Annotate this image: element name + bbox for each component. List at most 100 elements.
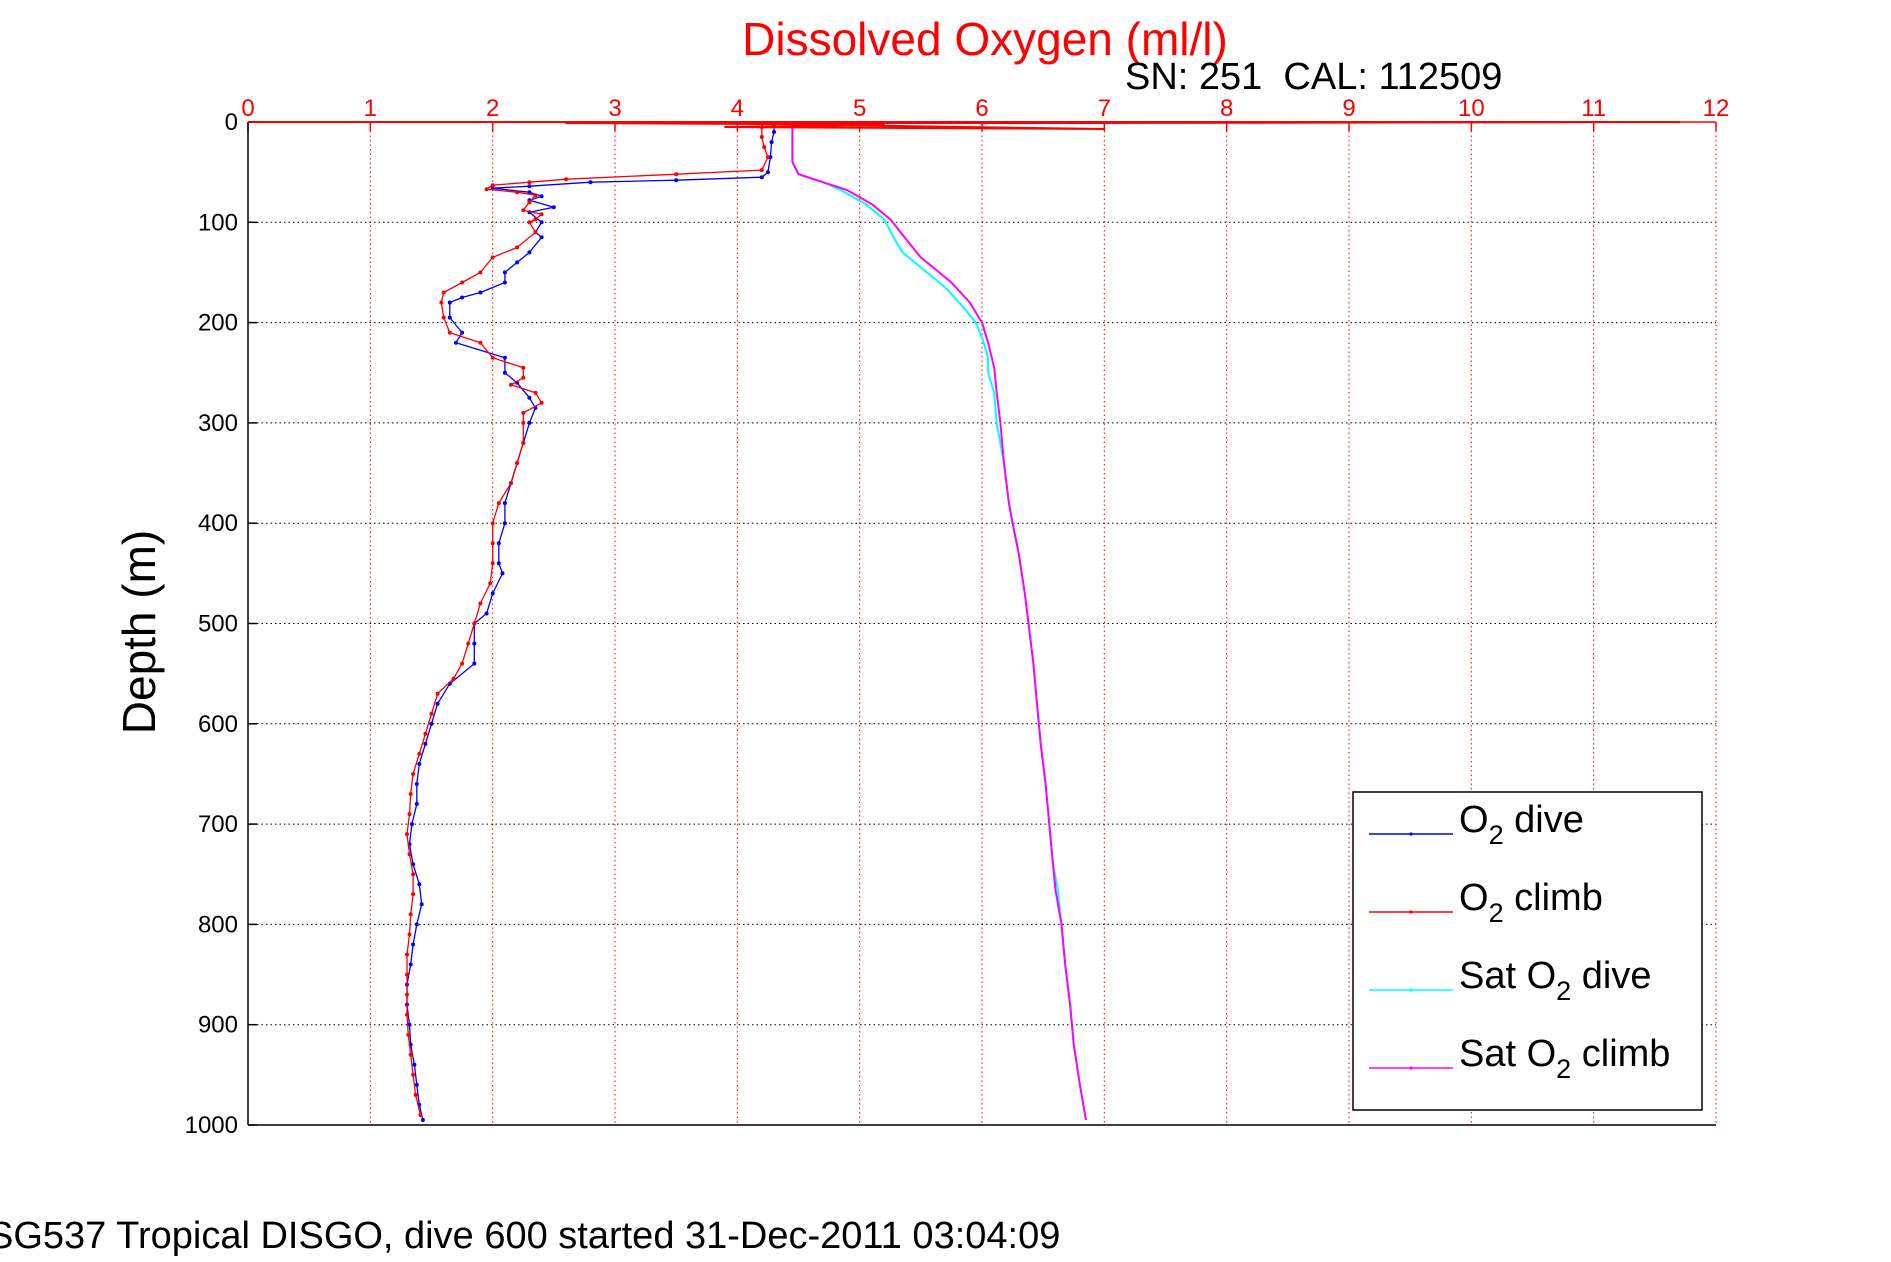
data-point-o2-dive bbox=[472, 641, 477, 646]
data-point-o2-dive bbox=[527, 395, 532, 400]
x-tick-label: 12 bbox=[1703, 95, 1730, 122]
data-point-o2-dive bbox=[772, 130, 776, 134]
y-tick-label: 100 bbox=[198, 209, 238, 236]
chart-title: Dissolved Oxygen (ml/l) bbox=[742, 13, 1228, 65]
data-point-o2-climb bbox=[759, 135, 764, 139]
x-tick-label: 11 bbox=[1581, 95, 1606, 122]
data-point-o2-dive bbox=[429, 721, 434, 726]
data-point-o2-climb bbox=[429, 711, 434, 716]
data-point-o2-climb bbox=[509, 481, 513, 486]
data-point-o2-dive bbox=[759, 175, 764, 180]
data-point-o2-dive bbox=[420, 1118, 425, 1122]
x-tick-label: 3 bbox=[608, 95, 621, 122]
data-point-o2-climb bbox=[759, 168, 764, 173]
x-tick-label: 1 bbox=[364, 95, 377, 122]
data-point-o2-dive bbox=[407, 1022, 412, 1027]
data-point-o2-climb bbox=[447, 330, 452, 335]
data-point-o2-climb bbox=[527, 220, 532, 225]
data-point-o2-climb bbox=[521, 375, 526, 380]
data-point-o2-climb bbox=[413, 1092, 418, 1097]
data-point-o2-climb bbox=[435, 691, 440, 696]
y-tick-label: 500 bbox=[198, 611, 238, 638]
data-point-o2-dive bbox=[417, 882, 422, 887]
legend-label-text: dive bbox=[1571, 955, 1651, 997]
data-point-o2-climb bbox=[460, 280, 465, 285]
data-point-o2-dive bbox=[484, 611, 489, 616]
legend-label-text: climb bbox=[1571, 1033, 1670, 1075]
data-point-o2-dive bbox=[502, 355, 507, 360]
data-point-o2-climb bbox=[490, 521, 495, 526]
data-point-o2-climb bbox=[406, 1032, 411, 1037]
data-point-o2-climb bbox=[521, 208, 526, 213]
data-point-o2-climb bbox=[405, 952, 409, 957]
data-point-o2-climb bbox=[527, 200, 532, 205]
data-point-o2-climb bbox=[441, 315, 446, 320]
legend-label: O2 dive bbox=[1459, 799, 1584, 850]
data-point-o2-climb bbox=[466, 641, 471, 646]
legend-label: Sat O2 climb bbox=[1459, 1033, 1670, 1084]
legend-swatch-marker bbox=[1409, 910, 1413, 914]
data-point-o2-dive bbox=[496, 541, 501, 546]
legend-label-base: O bbox=[1459, 877, 1489, 919]
data-point-o2-dive bbox=[409, 822, 414, 827]
series-sat-o2-climb bbox=[791, 124, 1087, 1121]
data-point-o2-climb bbox=[533, 193, 538, 198]
data-point-o2-climb bbox=[490, 183, 495, 188]
x-tick-label: 8 bbox=[1220, 95, 1233, 122]
legend-swatch-marker bbox=[1409, 1066, 1413, 1070]
data-point-o2-dive bbox=[527, 184, 532, 189]
dive-info-footer: SG537 Tropical DISGO, dive 600 started 3… bbox=[0, 1215, 1060, 1257]
data-point-o2-dive bbox=[414, 782, 419, 786]
x-tick-label: 4 bbox=[731, 95, 744, 122]
data-point-o2-climb bbox=[509, 382, 513, 387]
data-point-o2-dive bbox=[460, 295, 465, 300]
data-point-o2-climb bbox=[407, 812, 412, 817]
data-point-o2-climb bbox=[451, 676, 456, 681]
data-point-o2-dive bbox=[454, 340, 458, 345]
data-point-o2-climb bbox=[496, 501, 501, 506]
x-tick-label: 5 bbox=[853, 95, 866, 122]
data-point-o2-climb bbox=[515, 245, 520, 250]
data-point-o2-climb bbox=[411, 872, 416, 877]
data-point-o2-dive bbox=[490, 591, 495, 596]
data-point-o2-dive bbox=[527, 420, 532, 425]
legend-label-text: dive bbox=[1504, 799, 1584, 841]
data-point-o2-dive bbox=[447, 300, 452, 305]
data-point-o2-climb bbox=[423, 731, 428, 736]
y-tick-label: 200 bbox=[198, 310, 238, 337]
legend-label-subscript: 2 bbox=[1489, 820, 1504, 850]
x-tick-label: 0 bbox=[241, 95, 254, 122]
series-line-o2-climb bbox=[406, 127, 769, 1116]
series-line-sat-o2-climb bbox=[791, 124, 1087, 1121]
legend-label-base: O bbox=[1459, 799, 1489, 841]
data-point-o2-climb bbox=[478, 601, 483, 606]
data-point-o2-climb bbox=[405, 832, 409, 837]
y-axis-label: Depth (m) bbox=[113, 530, 165, 734]
data-point-o2-climb bbox=[539, 400, 544, 405]
data-point-o2-climb bbox=[762, 145, 767, 150]
data-point-o2-climb bbox=[460, 661, 465, 666]
data-point-o2-climb bbox=[515, 190, 520, 195]
tick-labels: 0 1 2 3 4 5 6 7 8 9 10 11 12010020030040050060070080… bbox=[185, 95, 1730, 1139]
data-point-o2-climb bbox=[484, 187, 489, 192]
x-tick-label: 2 bbox=[486, 95, 499, 122]
legend-label-base: Sat O bbox=[1459, 1033, 1556, 1075]
data-point-o2-dive bbox=[502, 521, 507, 526]
data-point-o2-dive bbox=[419, 902, 424, 907]
data-point-o2-dive bbox=[414, 922, 419, 927]
data-point-o2-dive bbox=[412, 1062, 417, 1067]
data-point-o2-climb bbox=[490, 561, 495, 566]
legend-label-subscript: 2 bbox=[1556, 1054, 1571, 1084]
data-point-o2-climb bbox=[407, 852, 412, 857]
data-point-o2-dive bbox=[765, 170, 770, 175]
data-point-o2-climb bbox=[478, 270, 483, 275]
data-point-o2-climb bbox=[405, 992, 409, 997]
legend-label-text: climb bbox=[1504, 877, 1603, 919]
data-point-o2-dive bbox=[435, 701, 440, 706]
data-point-o2-climb bbox=[405, 972, 409, 977]
data-point-o2-climb bbox=[533, 390, 538, 395]
data-point-o2-climb bbox=[765, 155, 770, 160]
data-point-o2-dive bbox=[527, 250, 532, 255]
